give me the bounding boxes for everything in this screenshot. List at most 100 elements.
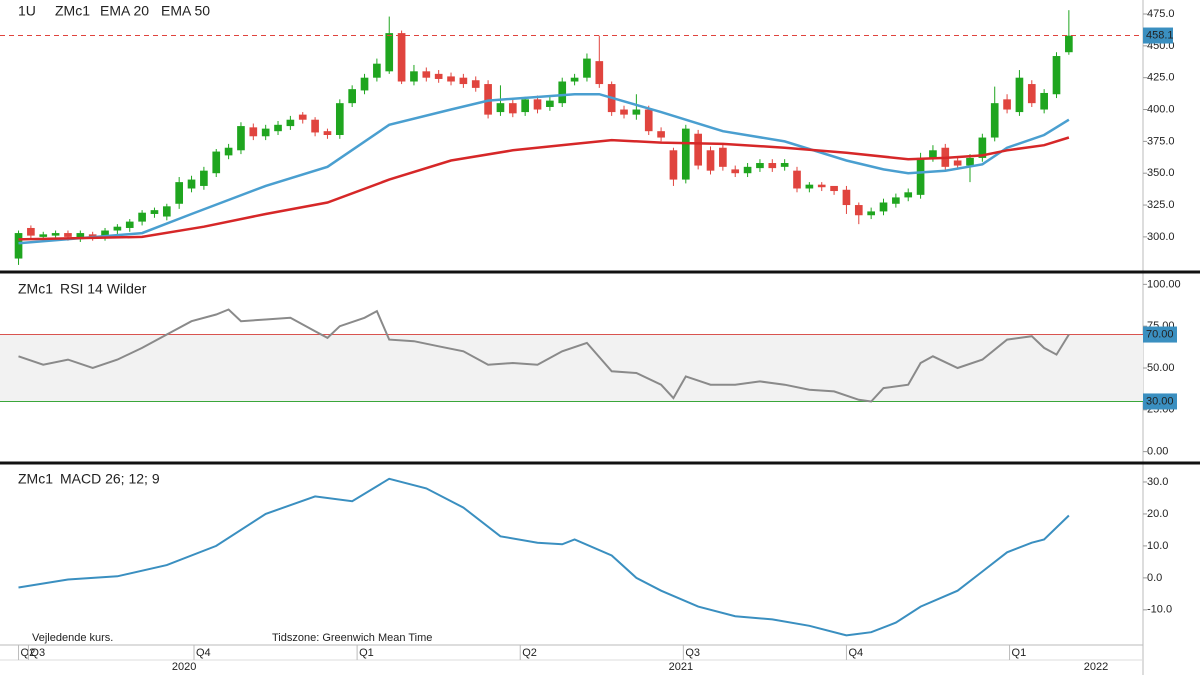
legend-entry: RSI 14 Wilder [60,281,147,297]
series-line [18,92,1070,245]
candle-body [1003,99,1011,110]
candle-body [731,169,740,174]
candle-body [311,119,319,133]
candle-body [768,163,777,169]
candle-body [274,124,282,132]
candle-body [1052,56,1061,95]
candle-body [88,234,97,237]
candle-body [348,89,356,104]
year-label: 2020 [172,661,196,673]
year-label: 2021 [669,661,693,673]
candle-body [434,73,443,79]
candle-body [595,61,604,85]
candle-body [1027,84,1036,104]
candle-body [892,197,900,204]
y-tick-label: 375.0 [1147,135,1175,147]
candle-body [200,170,208,186]
candle-body [397,33,406,82]
candle-body [175,182,184,204]
y-tick-label: 325.0 [1147,199,1175,211]
candle-body [904,192,913,198]
year-label: 2022 [1084,661,1108,673]
candle-body [1015,77,1024,113]
footer-note: Tidszone: Greenwich Mean Time [272,632,432,644]
candle-body [286,119,295,127]
candle-body [521,99,529,113]
candle-body [719,147,727,167]
candle-body [373,63,381,78]
candle-body [632,109,641,115]
candle-body [657,131,665,138]
last-price-label: 458.1 [1146,29,1174,41]
candle-body [422,71,431,78]
candle-body [620,109,628,115]
candle-body [360,77,369,91]
candle-body [261,128,270,137]
candle-body [669,150,678,180]
candle-body [990,103,999,138]
series-line [18,308,1070,403]
candle-body [706,150,715,171]
candle-body [249,127,258,137]
candle-body [237,126,245,151]
y-tick-label: 0.00 [1147,446,1168,458]
candle-body [842,189,851,206]
candle-body [854,205,863,216]
candle-body [743,166,752,174]
level-label-box [1143,393,1177,410]
level-label: 30.00 [1146,395,1174,407]
candle-body [1040,92,1048,110]
legend-entry: MACD 26; 12; 9 [60,471,160,487]
candle-body [51,233,60,236]
x-tick-label: Q3 [30,647,45,659]
x-tick-label: Q1 [359,647,374,659]
candle-body [150,210,159,214]
candle-body [410,71,418,82]
candle-body [298,114,307,120]
series-line [18,136,1070,241]
symbol: ZMc1 [18,471,53,487]
legend-entry: EMA 50 [161,3,210,19]
last-price-box [1143,27,1173,44]
candle-body [694,133,702,166]
x-tick-label: Q1 [1012,647,1027,659]
candle-body [113,226,122,231]
candle-body [508,103,517,114]
footer-note: Vejledende kurs. [32,632,113,644]
candle-body [187,179,196,189]
candle-body [484,84,492,115]
candle-body [916,157,925,195]
y-tick-label: 100.00 [1147,278,1181,290]
candle-body [471,80,480,88]
x-tick-label: Q4 [848,647,863,659]
level-label-box [1143,326,1177,343]
candle-body [138,212,146,222]
candle-body [644,109,653,132]
y-tick-label: 10.0 [1147,540,1168,552]
series-line [18,477,1070,637]
candle-body [335,103,344,135]
candle-body [323,131,332,135]
y-tick-label: 425.0 [1147,72,1175,84]
y-tick-label: 350.0 [1147,167,1175,179]
symbol: ZMc1 [55,3,90,19]
y-tick-label: 50.00 [1147,362,1175,374]
candle-body [162,206,171,217]
candle-body [830,185,838,192]
y-tick-label: -10.0 [1147,604,1172,616]
candle-body [805,184,814,189]
candle-body [558,81,567,104]
candle-body [27,227,35,236]
candle-body [125,221,134,228]
candle-body [546,100,554,107]
candle-body [817,184,826,188]
interval: 1U [18,3,36,19]
candle-body [64,233,72,237]
y-tick-label: 475.0 [1147,8,1175,20]
candle-body [681,128,690,180]
y-tick-label: 20.0 [1147,508,1168,520]
candle-body [1065,35,1073,53]
candle-body [212,151,221,174]
candle-body [39,234,48,237]
